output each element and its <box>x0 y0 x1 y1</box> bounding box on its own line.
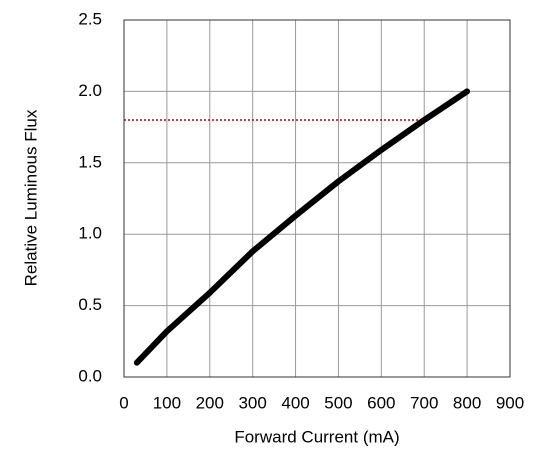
x-tick-label: 100 <box>153 393 181 412</box>
x-tick-label: 400 <box>281 393 309 412</box>
x-tick-label: 700 <box>410 393 438 412</box>
y-tick-label: 2.0 <box>78 81 102 100</box>
x-tick-label: 200 <box>196 393 224 412</box>
x-tick-label: 900 <box>496 393 524 412</box>
x-tick-label: 500 <box>324 393 352 412</box>
y-tick-label: 2.5 <box>78 9 102 28</box>
x-tick-label: 0 <box>119 393 128 412</box>
x-tick-label: 300 <box>238 393 266 412</box>
plot-frame <box>123 19 511 378</box>
y-axis-label: Relative Luminous Flux <box>21 109 40 286</box>
y-tick-label: 1.5 <box>78 152 102 171</box>
x-axis-label: Forward Current (mA) <box>234 427 399 446</box>
x-tick-label: 800 <box>453 393 481 412</box>
x-tick-label: 600 <box>367 393 395 412</box>
y-tick-label: 0.0 <box>78 366 102 385</box>
y-tick-label: 0.5 <box>78 295 102 314</box>
line-series <box>133 88 471 366</box>
y-tick-label: 1.0 <box>78 224 102 243</box>
